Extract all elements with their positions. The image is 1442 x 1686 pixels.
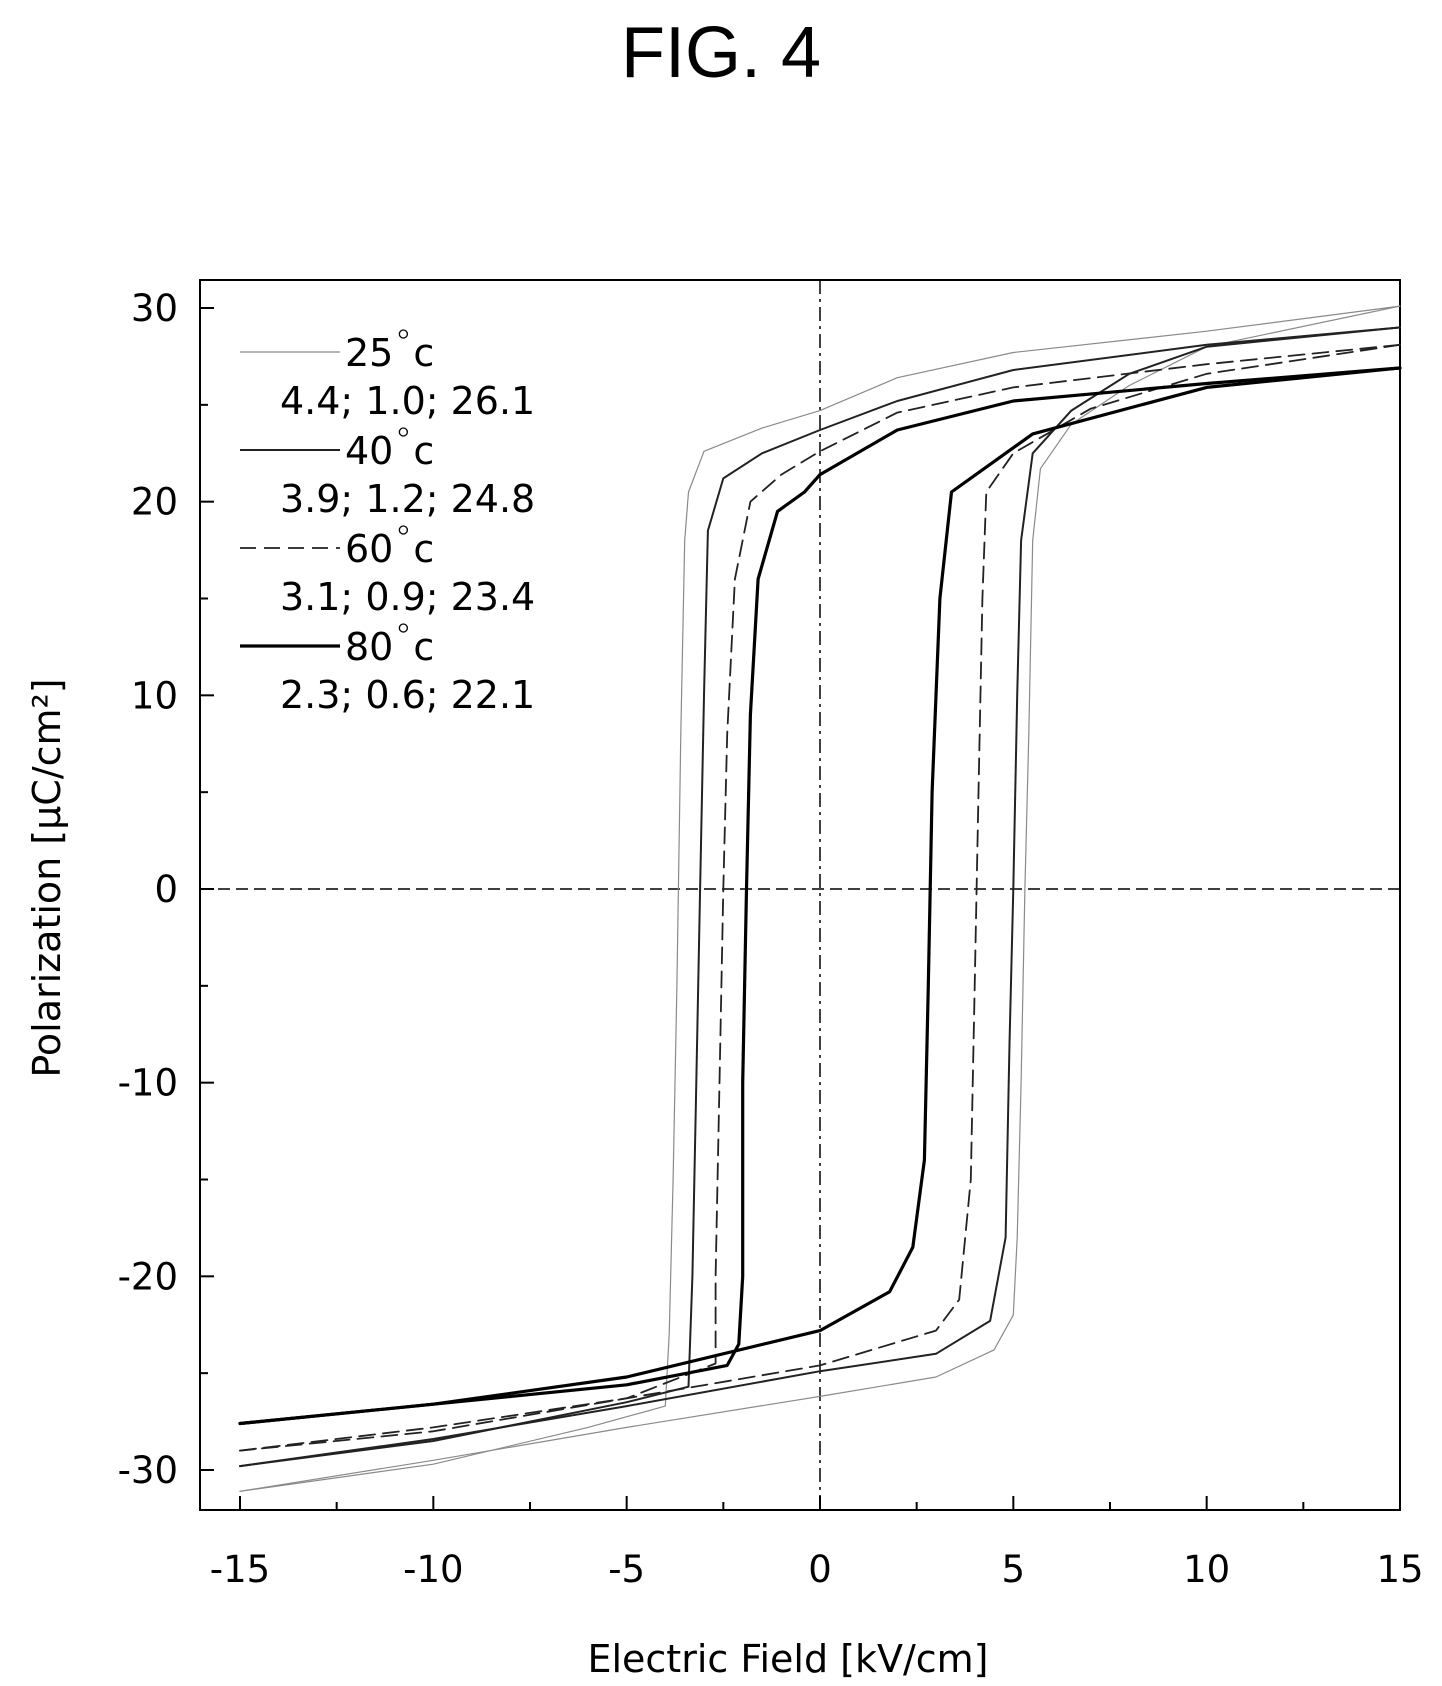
x-tick-label: -10 — [403, 1548, 463, 1591]
series-4-lower-branch — [238, 366, 1402, 1426]
y-tick-label: 30 — [131, 287, 178, 330]
series-1-upper-branch — [239, 305, 1401, 1492]
y-tick-label: 10 — [131, 674, 178, 717]
figure-title: FIG. 4 — [620, 13, 822, 93]
x-tick-label: -5 — [608, 1548, 645, 1591]
y-tick-label: -20 — [118, 1255, 178, 1298]
legend-label: 60 — [345, 527, 393, 571]
legend-unit: c — [413, 625, 434, 669]
legend-value: 4.4; 1.0; 26.1 — [280, 379, 535, 423]
series-1-lower-branch — [239, 305, 1401, 1492]
reference-lines — [200, 280, 1400, 1510]
x-tick-label: 10 — [1183, 1548, 1230, 1591]
legend-value: 3.9; 1.2; 24.8 — [280, 477, 535, 521]
series-layer — [238, 305, 1402, 1492]
y-axis-title: Polarization [μC/cm²] — [25, 678, 69, 1077]
x-tick-label: -15 — [210, 1548, 270, 1591]
legend-value: 3.1; 0.9; 23.4 — [280, 575, 535, 619]
legend-value: 2.3; 0.6; 22.1 — [280, 673, 535, 717]
legend-label: 80 — [345, 625, 393, 669]
legend-label: 25 — [345, 331, 393, 375]
x-axis-title: Electric Field [kV/cm] — [587, 1637, 988, 1681]
degree-symbol — [398, 427, 409, 437]
y-tick-label: -10 — [118, 1062, 178, 1105]
x-tick-label: 0 — [808, 1548, 832, 1591]
y-tick-label: 0 — [154, 868, 178, 911]
degree-symbol — [398, 329, 409, 339]
series-3-lower-branch — [239, 343, 1401, 1452]
degree-symbol — [398, 623, 409, 633]
plot-frame — [199, 279, 1401, 1511]
series-2-upper-branch — [239, 326, 1401, 1468]
legend: 25 c4.4; 1.0; 26.140 c3.9; 1.2; 24.860 c3.1… — [240, 329, 535, 717]
legend-unit: c — [413, 527, 434, 571]
x-tick-label: 5 — [1002, 1548, 1026, 1591]
series-4-upper-branch — [238, 366, 1402, 1426]
axis-ticks: -15 -10 -5 0 5 10 15 30 20 10 0 -10 -20 -30 — [118, 287, 1424, 1591]
legend-label: 40 — [345, 429, 393, 473]
legend-unit: c — [413, 429, 434, 473]
x-tick-label: 15 — [1376, 1548, 1423, 1591]
y-tick-label: 20 — [131, 481, 178, 524]
y-tick-label: -30 — [118, 1449, 178, 1492]
series-3-upper-branch — [239, 343, 1401, 1452]
legend-unit: c — [413, 331, 434, 375]
degree-symbol — [398, 525, 409, 535]
